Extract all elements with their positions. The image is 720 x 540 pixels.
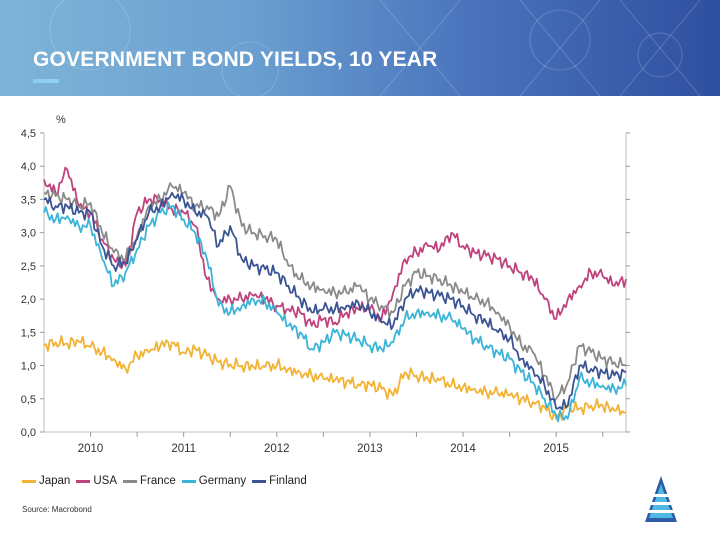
series-line-finland	[43, 191, 627, 411]
y-tick-label: 3,5	[21, 194, 36, 206]
y-tick-label: 3,0	[21, 228, 36, 240]
bond-yield-chart: 0,0 0,5 1,0 1,5 2,0 2,5 3,0 3,5 4,0 4,5 2010 2011 20…	[21, 114, 630, 455]
x-tick-label: 2010	[78, 443, 104, 455]
legend-item-france: France	[123, 475, 176, 487]
series-line-japan	[43, 335, 627, 421]
legend-item-usa: USA	[76, 475, 117, 487]
x-tick-label: 2015	[543, 443, 569, 455]
legend-swatch	[252, 479, 267, 483]
legend-swatch	[76, 479, 91, 483]
x-tick-label: 2012	[264, 443, 290, 455]
legend-item-japan: Japan	[22, 475, 70, 487]
series-line-france	[43, 182, 627, 403]
title-banner: GOVERNMENT BOND YIELDS, 10 YEAR	[0, 0, 720, 96]
x-tick-label: 2013	[357, 443, 383, 455]
x-tick-label: 2014	[450, 443, 476, 455]
banner-pattern	[49, 0, 701, 96]
legend-swatch	[22, 479, 36, 483]
legend-item-finland: Finland	[252, 475, 307, 487]
axis-layer: 0,0 0,5 1,0 1,5 2,0 2,5 3,0 3,5 4,0 4,5 2010 2011 20…	[21, 128, 630, 455]
page-title: GOVERNMENT BOND YIELDS, 10 YEAR	[33, 48, 438, 71]
series-line-germany	[43, 201, 627, 423]
y-tick-label: 2,5	[21, 261, 36, 273]
legend-item-germany: Germany	[181, 475, 247, 487]
legend-label: France	[140, 475, 176, 487]
title-underline	[33, 79, 59, 83]
legend-label: USA	[93, 475, 117, 487]
y-tick-label: 0,5	[21, 394, 36, 406]
y-axis-label: %	[56, 114, 66, 126]
y-tick-label: 1,0	[21, 361, 36, 373]
y-tick-label: 2,0	[21, 294, 36, 306]
company-logo	[645, 476, 677, 522]
y-tick-label: 1,5	[21, 327, 36, 339]
source-note: Source: Macrobond	[22, 505, 92, 514]
legend-swatch	[181, 479, 196, 483]
series-layer	[43, 166, 627, 423]
legend-swatch	[123, 479, 137, 483]
series-line-usa	[43, 166, 627, 328]
y-tick-label: 4,0	[21, 161, 36, 173]
legend-label: Germany	[198, 475, 247, 487]
y-tick-label: 0,0	[21, 427, 36, 439]
legend-label: Finland	[269, 475, 307, 487]
legend-label: Japan	[39, 475, 71, 487]
x-tick-label: 2011	[171, 443, 196, 455]
y-tick-label: 4,5	[21, 128, 36, 140]
legend: Japan USA France Germany Finland	[22, 473, 313, 489]
